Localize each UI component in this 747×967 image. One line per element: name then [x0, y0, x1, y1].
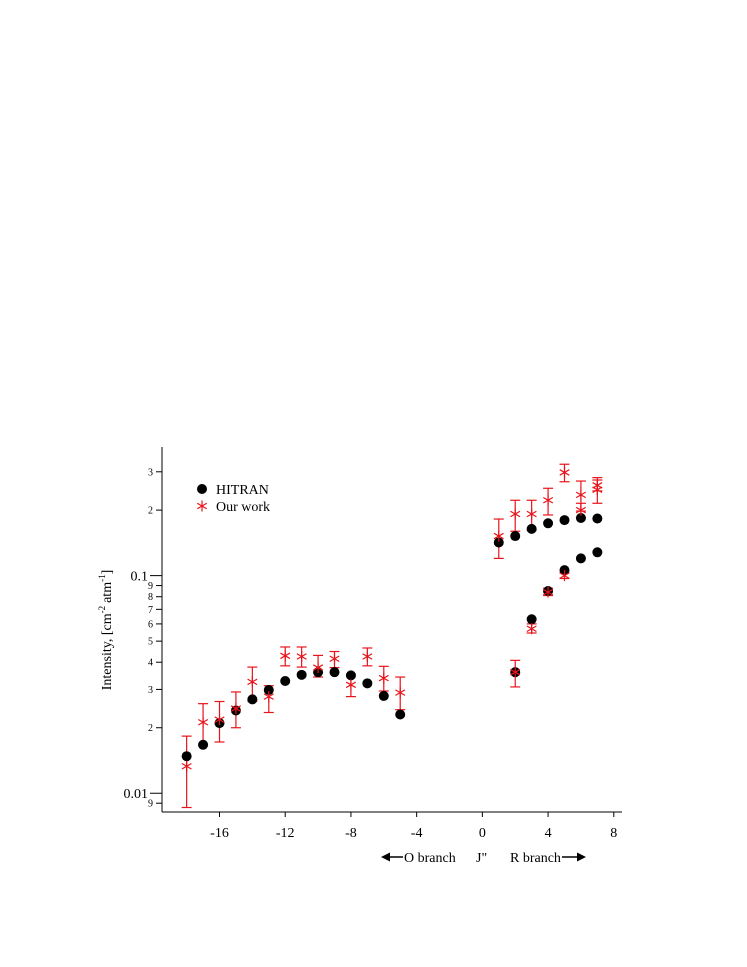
hitran-point: [592, 513, 603, 524]
y-axis-label-sup1: -2: [97, 606, 107, 614]
hitran-point: [263, 685, 274, 696]
y-minor-tick-label: 5: [148, 637, 153, 648]
our-work-point: [543, 494, 554, 506]
y-axis-label-sup2: -1: [97, 574, 107, 582]
hitran-point: [592, 547, 603, 558]
legend-our-work-marker: [196, 500, 208, 512]
our-work-point: [493, 530, 504, 542]
our-work-point: [510, 666, 521, 678]
hitran-point: [362, 678, 373, 689]
y-axis-label-mid: atm: [100, 582, 115, 603]
our-work-point: [263, 691, 274, 703]
x-tick-label: -12: [276, 826, 295, 841]
our-work-point: [526, 623, 537, 635]
our-work-point: [510, 508, 521, 520]
hitran-point: [559, 515, 570, 526]
our-work-point: [181, 760, 192, 772]
y-axis-label-main: Intensity, [cm: [100, 613, 115, 690]
y-minor-tick-label: 6: [148, 619, 153, 630]
x-tick-label: 0: [479, 826, 486, 841]
hitran-point: [543, 518, 554, 529]
y-minor-tick-label: 7: [148, 605, 153, 616]
x-tick-label: -16: [210, 826, 229, 841]
our-work-point: [543, 586, 554, 598]
our-work-point: [230, 703, 241, 715]
y-minor-tick-label: 9: [148, 581, 153, 592]
hitran-point: [493, 537, 504, 548]
hitran-point: [329, 667, 340, 678]
y-minor-tick-label: 2: [148, 506, 153, 517]
x-tick-label: -4: [411, 826, 423, 841]
our-work-point: [559, 570, 570, 582]
x-axis-label-group: O branch J" R branch: [381, 851, 586, 866]
y-axis-label-end: ]: [100, 570, 115, 575]
o-branch-arrowhead: [381, 852, 390, 862]
our-work-point: [329, 653, 340, 665]
hitran-point: [198, 739, 209, 750]
y-minor-tick-label: 3: [148, 467, 153, 478]
hitran-point: [395, 709, 406, 720]
error-bars: [181, 463, 603, 809]
our-work-point: [280, 650, 291, 662]
our-work-point: [575, 504, 586, 516]
legend-our-work-label: Our work: [216, 500, 270, 515]
x-ticks: -16 -12 -8 -4 0 4 8: [210, 812, 617, 841]
hitran-point: [510, 531, 521, 542]
hitran-point: [526, 614, 537, 625]
legend-hitran-marker: [197, 484, 207, 494]
our-work-point: [559, 466, 570, 478]
our-work-point: [526, 508, 537, 520]
our-work-point: [592, 479, 603, 491]
y-minor-tick-label: 2: [148, 723, 153, 734]
our-work-point: [362, 650, 373, 662]
o-branch-label: O branch: [404, 851, 456, 866]
x-tick-label: 8: [610, 826, 617, 841]
our-work-point: [345, 679, 356, 691]
our-work-point: [214, 714, 225, 726]
y-major-tick-label: 0.1: [131, 570, 149, 585]
our-work-point: [247, 676, 258, 688]
hitran-point: [559, 565, 570, 576]
our-work-point: [378, 672, 389, 684]
hitran-point: [378, 690, 389, 701]
y-minor-tick-label: 8: [148, 592, 153, 603]
data-points: [181, 466, 603, 772]
r-branch-arrowhead: [577, 852, 586, 862]
x-tick-label: -8: [345, 826, 357, 841]
hitran-point: [575, 553, 586, 564]
hitran-point: [181, 751, 192, 762]
our-work-point: [296, 650, 307, 662]
legend-hitran-label: HITRAN: [216, 483, 269, 498]
our-work-point: [575, 489, 586, 501]
y-axis-label: Intensity, [cm-2 atm-1]: [97, 570, 115, 691]
hitran-point: [345, 670, 356, 681]
x-axis-label: J": [476, 851, 487, 866]
y-minor-tick-label: 9: [148, 799, 153, 810]
y-major-tick-label: 0.01: [124, 787, 149, 802]
r-branch-label: R branch: [510, 851, 561, 866]
x-tick-label: 4: [545, 826, 552, 841]
hitran-point: [575, 512, 586, 523]
hitran-point: [280, 675, 291, 686]
our-work-point: [395, 687, 406, 699]
hitran-point: [247, 694, 258, 705]
our-work-point: [198, 716, 209, 728]
hitran-point: [296, 669, 307, 680]
y-minor-tick-label: 4: [148, 658, 153, 669]
hitran-point: [526, 523, 537, 534]
legend-asterisk: [196, 500, 208, 512]
y-minor-tick-label: 3: [148, 685, 153, 696]
legend: HITRAN Our work: [196, 483, 270, 515]
our-work-point: [313, 662, 324, 674]
